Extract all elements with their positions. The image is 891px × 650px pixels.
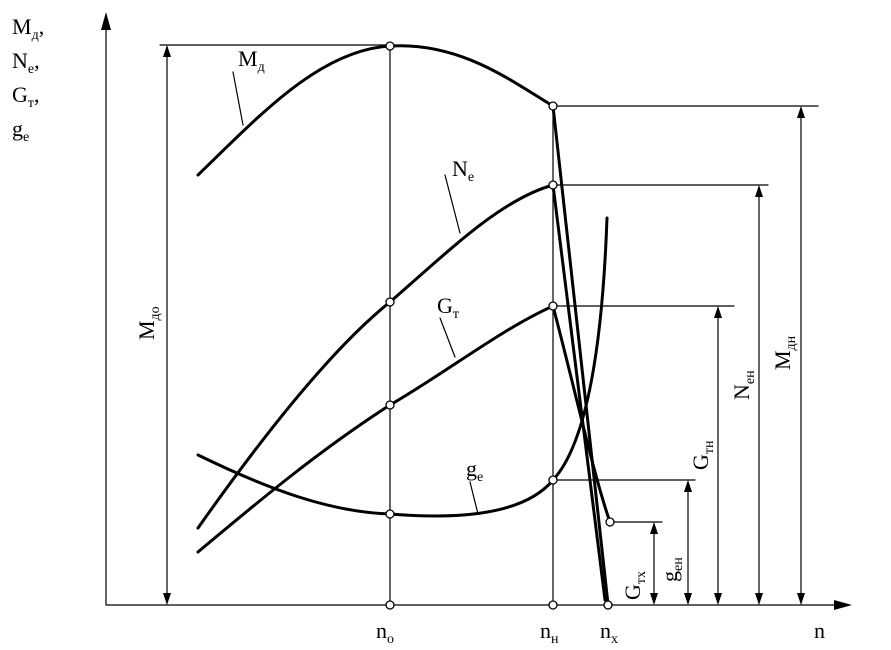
dim-label-mdn: Mдн	[770, 335, 799, 370]
x-tick-label-nn: nн	[540, 618, 559, 647]
leader-gt	[439, 317, 456, 358]
dim-label-gen: gен	[657, 557, 686, 582]
x-axis-label: n	[814, 618, 825, 643]
curve-label-ne: Ne	[452, 156, 474, 185]
leader-md	[232, 71, 244, 126]
dim-label-gtx: Gтх	[620, 571, 649, 600]
fuel-consumption-regulator-branch	[551, 304, 612, 524]
y-axis-label-md: Mд,	[12, 14, 44, 43]
curve-label-ge: ge	[466, 456, 483, 485]
fuel-consumption-curve	[196, 304, 555, 554]
dimension-mdn	[797, 106, 805, 605]
x-axis-arrowhead	[834, 600, 852, 610]
power-curve	[196, 183, 555, 530]
dimension-mdo	[163, 45, 171, 605]
specific-consumption-curve	[196, 216, 609, 518]
y-axis-label-ge: ge	[12, 116, 29, 145]
torque-regulator-branch	[551, 104, 610, 606]
dimension-gtn	[714, 306, 722, 605]
dim-label-gtn: Gтн	[688, 440, 717, 470]
y-axis-label-gt: Gт,	[12, 82, 40, 111]
dim-label-nen: Nен	[729, 370, 758, 400]
x-tick-label-no: no	[376, 618, 394, 647]
marker-points	[385, 41, 615, 610]
dimension-gtx	[650, 522, 658, 605]
leader-ge	[469, 481, 479, 515]
dim-label-mdo: Mдо	[134, 306, 163, 340]
x-tick-label-nx: nx	[600, 618, 618, 647]
leader-ne	[444, 174, 461, 234]
power-regulator-branch	[551, 183, 607, 602]
dimension-nen	[755, 185, 763, 605]
curve-label-gt: Gт	[437, 293, 459, 322]
curve-label-md: Mд	[238, 46, 265, 75]
y-axis-arrowhead	[101, 12, 111, 30]
y-axis-label-ne: Ne,	[12, 48, 40, 77]
dimension-gen	[684, 480, 692, 605]
